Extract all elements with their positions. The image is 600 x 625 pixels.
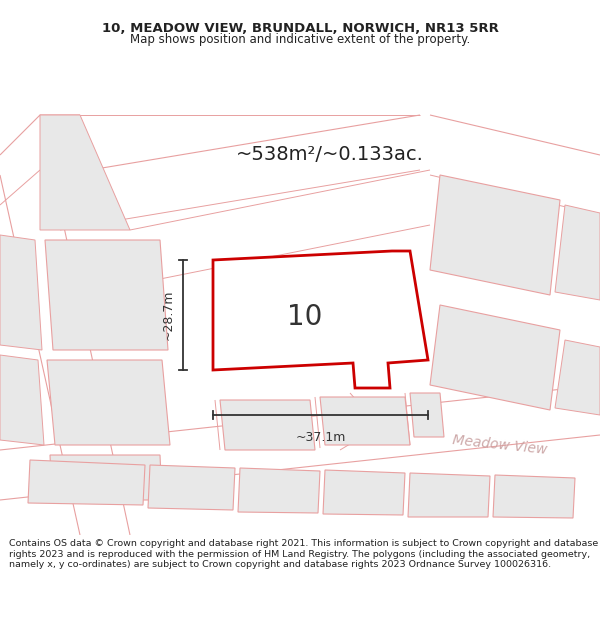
Text: ~37.1m: ~37.1m	[295, 431, 346, 444]
Polygon shape	[430, 175, 560, 295]
Polygon shape	[493, 475, 575, 518]
Text: Map shows position and indicative extent of the property.: Map shows position and indicative extent…	[130, 32, 470, 46]
Text: 10, MEADOW VIEW, BRUNDALL, NORWICH, NR13 5RR: 10, MEADOW VIEW, BRUNDALL, NORWICH, NR13…	[101, 22, 499, 35]
Polygon shape	[323, 470, 405, 515]
Text: ~28.7m: ~28.7m	[162, 290, 175, 340]
Polygon shape	[408, 473, 490, 517]
Polygon shape	[220, 400, 315, 450]
Polygon shape	[0, 235, 42, 350]
Polygon shape	[50, 455, 162, 500]
Polygon shape	[45, 240, 168, 350]
Polygon shape	[148, 465, 235, 510]
Polygon shape	[320, 397, 410, 445]
Text: ~538m²/~0.133ac.: ~538m²/~0.133ac.	[236, 146, 424, 164]
Polygon shape	[430, 305, 560, 410]
Polygon shape	[238, 468, 320, 513]
Text: Meadow View: Meadow View	[452, 433, 548, 457]
Polygon shape	[250, 267, 403, 363]
Text: Contains OS data © Crown copyright and database right 2021. This information is : Contains OS data © Crown copyright and d…	[9, 539, 598, 569]
Polygon shape	[28, 460, 145, 505]
Polygon shape	[40, 115, 130, 230]
Text: 10: 10	[287, 303, 323, 331]
Polygon shape	[213, 251, 428, 388]
Polygon shape	[0, 355, 44, 445]
Polygon shape	[555, 205, 600, 300]
Polygon shape	[555, 340, 600, 415]
Polygon shape	[410, 393, 444, 437]
Polygon shape	[47, 360, 170, 445]
